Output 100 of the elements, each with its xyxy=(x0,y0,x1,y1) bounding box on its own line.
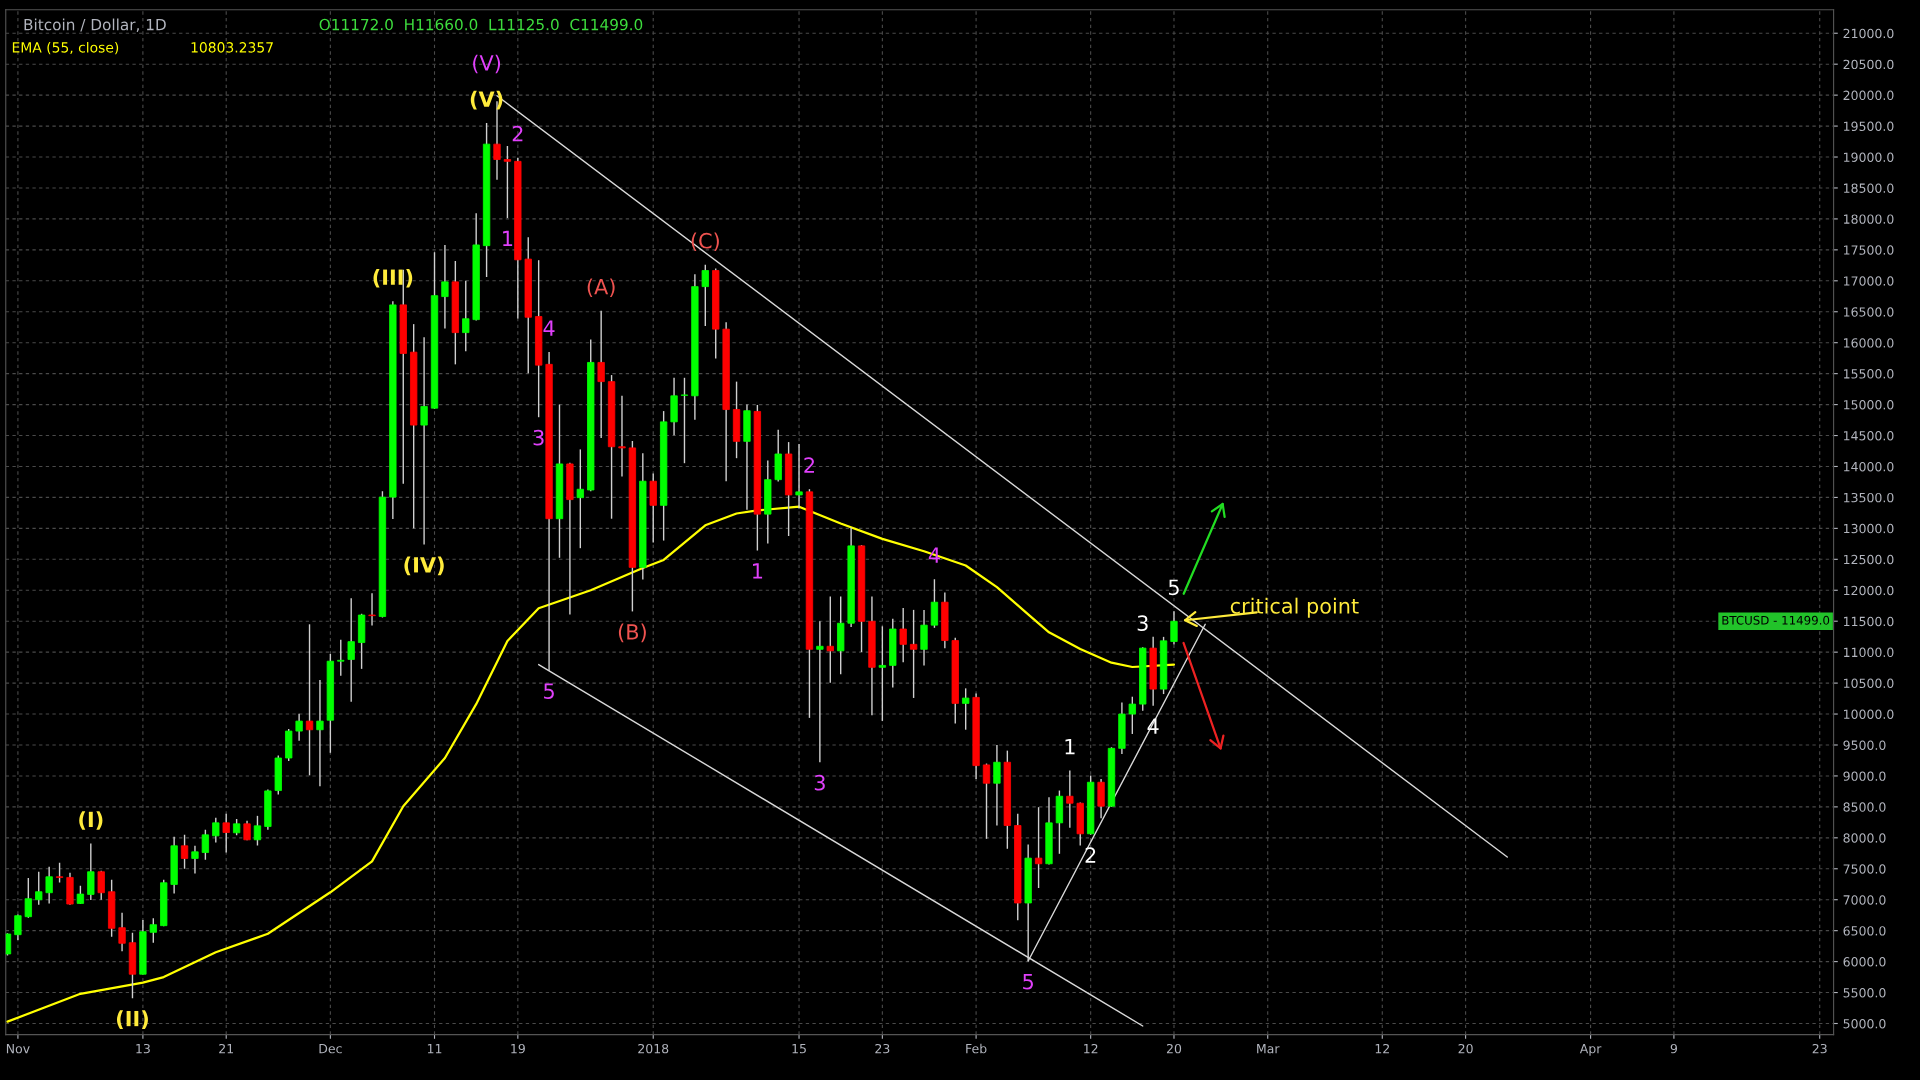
candlestick xyxy=(305,623,314,777)
y-tick-label: 19000.0 xyxy=(1844,152,1894,162)
candlestick xyxy=(618,395,626,478)
y-tick-label: 20500.0 xyxy=(1843,59,1894,70)
annotation: 10803.2357 xyxy=(191,42,273,53)
y-tick-label: 17500.0 xyxy=(1844,245,1894,255)
y-tick-label: 20000.0 xyxy=(1843,90,1894,101)
annotation: 2 xyxy=(804,457,814,473)
annotation: 1 xyxy=(503,230,513,247)
annotation: 5 xyxy=(544,683,554,699)
candlestick xyxy=(14,913,22,941)
candlestick xyxy=(118,912,126,952)
candlestick xyxy=(35,871,43,906)
candlestick xyxy=(680,377,689,464)
candlestick xyxy=(24,877,32,919)
annotation: 4 xyxy=(543,320,555,336)
y-tick-label: 18500.0 xyxy=(1844,183,1894,193)
y-tick-label: 17000.0 xyxy=(1844,276,1894,286)
x-tick-label: Apr xyxy=(1579,1044,1602,1056)
candlestick xyxy=(1034,806,1043,889)
candlestick xyxy=(1170,610,1178,646)
candlestick xyxy=(347,597,355,703)
text: Bitcoin / Dollar, 1D xyxy=(24,18,166,32)
annotation: (A) xyxy=(587,278,615,298)
x-tick-label: 2018 xyxy=(638,1043,669,1054)
candlestick xyxy=(316,679,324,787)
candlestick xyxy=(1097,778,1105,819)
candlestick xyxy=(597,310,605,439)
x-tick-label: Dec xyxy=(319,1044,342,1054)
candlestick xyxy=(368,592,376,627)
y-tick-label: 15500.0 xyxy=(1844,369,1894,379)
annotation: (V) xyxy=(473,54,501,74)
annotation: 3 xyxy=(533,429,544,446)
annotation: O11172.0 H11660.0 L11125.0 C11499.0 xyxy=(319,18,643,31)
candlestick xyxy=(701,264,709,327)
y-tick-label: 8000.0 xyxy=(1843,833,1886,843)
annotation: (I) xyxy=(79,811,103,830)
y-tick-label: 21000.0 xyxy=(1843,28,1894,39)
x-tick-label: 12 xyxy=(1084,1043,1098,1054)
y-tick-label: 10000.0 xyxy=(1844,709,1894,719)
annotation: 3 xyxy=(1137,615,1148,632)
y-tick-label: 19500.0 xyxy=(1844,121,1894,131)
candlestick xyxy=(253,815,262,847)
candlestick xyxy=(878,625,887,722)
candlestick xyxy=(87,842,95,901)
candlestick xyxy=(212,817,220,844)
x-tick-label: 11 xyxy=(427,1044,442,1054)
y-tick-label: 6500.0 xyxy=(1843,926,1886,936)
y-tick-label: 16500.0 xyxy=(1844,307,1894,317)
candlestick xyxy=(45,866,53,905)
x-tick-label: 20 xyxy=(1458,1043,1473,1054)
candlestick xyxy=(337,639,345,677)
x-tick-label: 23 xyxy=(1812,1043,1827,1054)
y-tick-label: 14500.0 xyxy=(1844,431,1894,441)
candlestick xyxy=(909,609,918,699)
candlestick xyxy=(962,687,970,731)
annotation: critical point xyxy=(1230,597,1359,618)
x-tick-label: 21 xyxy=(219,1043,234,1054)
candlestick xyxy=(816,620,824,764)
annotation: 5 xyxy=(1023,974,1033,990)
y-tick-label: 7500.0 xyxy=(1843,864,1886,874)
candlestick xyxy=(222,813,230,854)
candlestick xyxy=(462,280,470,353)
candlestick xyxy=(930,578,939,629)
y-tick-label: 11500.0 xyxy=(1844,616,1894,627)
candlestick xyxy=(97,869,105,901)
y-tick-label: 5000.0 xyxy=(1843,1018,1886,1029)
y-tick-label: 13000.0 xyxy=(1844,523,1894,534)
y-tick-label: 18000.0 xyxy=(1844,214,1894,224)
x-tick-label: Mar xyxy=(1257,1044,1280,1054)
y-tick-label: 9500.0 xyxy=(1843,740,1886,750)
candlestick xyxy=(441,244,449,330)
annotation: 2 xyxy=(1085,847,1096,863)
x-tick-label: 19 xyxy=(511,1043,525,1054)
candlestick xyxy=(503,145,512,219)
y-tick-label: 12000.0 xyxy=(1844,585,1894,596)
candlestick xyxy=(576,448,584,549)
x-tick-label: 15 xyxy=(792,1044,806,1054)
candlestick xyxy=(55,862,64,884)
y-tick-label: 5500.0 xyxy=(1843,988,1886,998)
candlestick xyxy=(795,443,803,510)
candlestick xyxy=(191,845,199,875)
y-tick-label: 16000.0 xyxy=(1844,338,1894,348)
x-tick-label: 23 xyxy=(875,1043,890,1054)
candlestick xyxy=(180,834,189,870)
x-tick-label: Feb xyxy=(966,1043,987,1054)
y-tick-label: 8500.0 xyxy=(1843,802,1886,812)
y-tick-label: 11000.0 xyxy=(1844,647,1894,658)
candlestick xyxy=(295,713,303,742)
annotation: 1 xyxy=(753,563,763,579)
annotation: 2 xyxy=(512,125,523,142)
annotation: (C) xyxy=(691,232,719,252)
text: EMA (55, close) xyxy=(12,41,119,55)
candlestick xyxy=(826,595,834,684)
y-tick-label: 6000.0 xyxy=(1843,957,1886,967)
candlestick xyxy=(1066,769,1074,829)
annotation: 1 xyxy=(1065,738,1075,755)
candlestick xyxy=(993,744,1001,827)
candlestick xyxy=(1128,696,1136,735)
annotation: (B) xyxy=(618,623,646,643)
